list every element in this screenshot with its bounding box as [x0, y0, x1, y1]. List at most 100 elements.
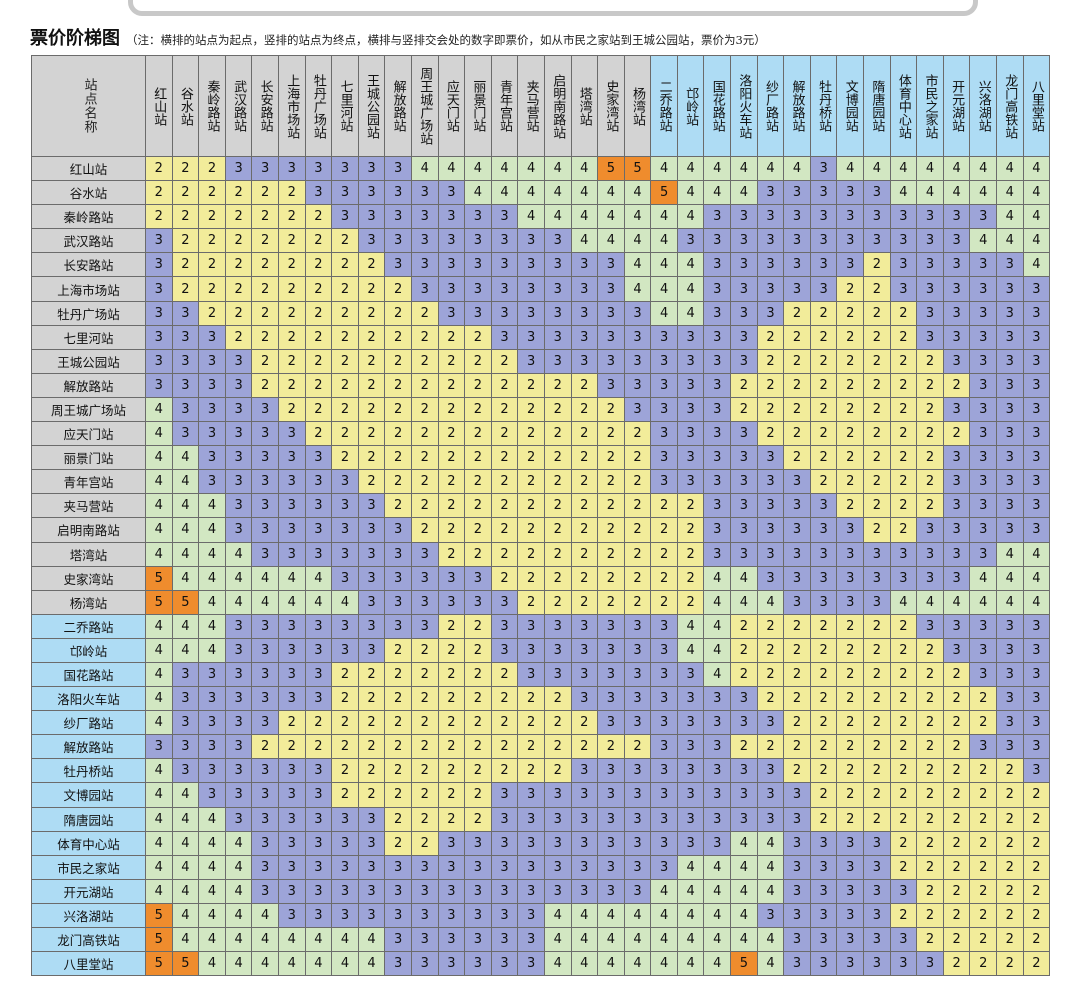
fare-cell: 4: [676, 204, 705, 230]
fare-cell: 3: [277, 445, 306, 471]
fare-cell: 2: [809, 469, 838, 495]
fare-cell: 2: [783, 637, 811, 663]
fare-cell: 2: [517, 758, 545, 784]
fare-cell: 2: [410, 372, 439, 398]
fare-cell: 3: [836, 517, 865, 543]
fare-cell: 3: [277, 806, 306, 832]
fare-cell: 2: [410, 830, 439, 856]
fare-cell: 4: [650, 300, 678, 326]
fare-cell: 3: [942, 637, 971, 663]
fare-cell: 2: [809, 637, 838, 663]
fare-cell: 4: [224, 830, 253, 856]
column-header: 塔湾站: [570, 55, 599, 157]
fare-cell: 4: [570, 228, 599, 254]
fare-cell: 2: [969, 878, 997, 904]
fare-cell: 2: [916, 782, 944, 808]
fare-cell: 3: [783, 493, 811, 519]
fare-cell: 3: [357, 806, 386, 832]
fare-cell: 2: [916, 878, 944, 904]
fare-cell: 3: [384, 589, 412, 615]
fare-cell: 3: [251, 445, 279, 471]
fare-cell: 4: [942, 589, 971, 615]
fare-cell: 3: [171, 661, 200, 688]
fare-cell: 3: [836, 878, 865, 904]
table-row: 长安路站 3 2 2 2 2 2 2 2 2 3 3 3 3 3 3 3 3 3 4 4 4 3 3 3 3 3 3 2 3 3 3 3 3 4: [31, 252, 1051, 278]
fare-cell: 2: [277, 228, 306, 254]
fare-cell: 3: [969, 252, 997, 278]
fare-cell: 3: [517, 806, 545, 832]
fare-cell: 3: [464, 951, 492, 977]
fare-cell: 2: [623, 493, 652, 519]
fare-cell: 2: [224, 324, 253, 350]
row-header: 文博园站: [31, 782, 146, 808]
fare-cell: 3: [171, 300, 200, 326]
fare-cell: 3: [676, 348, 705, 374]
fare-cell: 2: [410, 445, 439, 471]
fare-cell: 2: [863, 758, 891, 784]
fare-cell: 2: [464, 421, 492, 447]
fare-cell: 2: [331, 276, 359, 302]
fare-cell: 3: [464, 252, 492, 278]
fare-cell: 2: [1022, 878, 1051, 904]
fare-cell: 3: [650, 348, 678, 374]
fare-cell: 4: [570, 926, 599, 953]
fare-cell: 2: [889, 686, 918, 712]
fare-cell: 3: [969, 469, 997, 495]
fare-cell: 2: [942, 854, 971, 880]
fare-cell: 2: [889, 830, 918, 856]
fare-cell: 2: [331, 758, 359, 784]
fare-cell: 4: [676, 252, 705, 278]
fare-cell: 4: [1022, 565, 1051, 591]
fare-cell: 3: [171, 324, 200, 350]
fare-cell: 3: [1022, 300, 1051, 326]
fare-cell: 2: [357, 445, 386, 471]
fare-cell: 3: [623, 878, 652, 904]
fare-cell: 3: [331, 565, 359, 591]
fare-cell: 3: [517, 324, 545, 350]
fare-cell: 3: [969, 613, 997, 639]
fare-cell: 3: [703, 782, 732, 808]
row-header: 谷水站: [31, 180, 146, 206]
fare-cell: 2: [756, 661, 785, 688]
fare-cell: 3: [942, 445, 971, 471]
fare-cell: 3: [224, 734, 253, 760]
fare-cell: 4: [224, 926, 253, 953]
fare-cell: 3: [597, 613, 625, 639]
fare-cell: 2: [783, 758, 811, 784]
fare-cell: 2: [942, 902, 971, 929]
fare-cell: 3: [464, 878, 492, 904]
fare-cell: 3: [490, 300, 519, 326]
fare-cell: 4: [703, 854, 732, 880]
fare-cell: 4: [703, 589, 732, 615]
fare-cell: 2: [889, 902, 918, 929]
row-header: 邙岭站: [31, 637, 146, 663]
fare-cell: 3: [597, 878, 625, 904]
fare-cell: 3: [198, 710, 226, 736]
fare-cell: 2: [863, 517, 891, 543]
fare-cell: 3: [224, 493, 253, 519]
fare-cell: 4: [703, 902, 732, 929]
fare-cell: 3: [969, 276, 997, 302]
fare-cell: 2: [1022, 926, 1051, 953]
fare-cell: 2: [384, 758, 412, 784]
fare-cell: 2: [490, 710, 519, 736]
fare-cell: 2: [198, 276, 226, 302]
fare-cell: 2: [490, 372, 519, 398]
fare-cell: 5: [623, 155, 652, 182]
fare-cell: 4: [198, 951, 226, 977]
fare-cell: 2: [464, 517, 492, 543]
fare-cell: 3: [490, 878, 519, 904]
fare-cell: 2: [783, 300, 811, 326]
fare-cell: 3: [650, 686, 678, 712]
fare-cell: 3: [703, 276, 732, 302]
fare-cell: 5: [171, 589, 200, 615]
fare-cell: 3: [996, 348, 1024, 374]
fare-cell: 4: [251, 926, 279, 953]
fare-cell: 2: [836, 445, 865, 471]
fare-cell: 2: [410, 469, 439, 495]
fare-cell: 2: [410, 734, 439, 760]
fare-cell: 3: [464, 902, 492, 929]
column-header: 史家湾站: [597, 55, 625, 157]
fare-cell: 2: [836, 734, 865, 760]
fare-cell: 2: [676, 541, 705, 567]
